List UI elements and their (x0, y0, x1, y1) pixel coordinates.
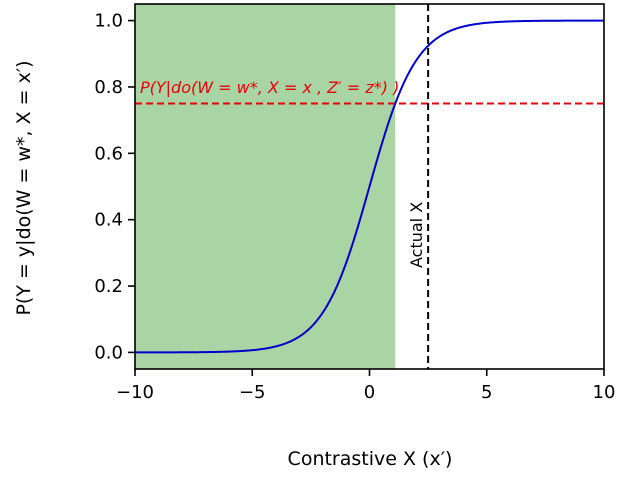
x-tick-label: 10 (593, 382, 616, 403)
shaded-region (135, 4, 396, 369)
vline-annotation: Actual X (407, 202, 426, 268)
y-tick-label: 0.2 (94, 276, 123, 297)
series-line-0 (135, 19, 604, 354)
plot-area (134, 3, 605, 370)
x-axis-label: Contrastive X (x′) (288, 448, 453, 470)
y-tick-label: 0.6 (94, 143, 123, 164)
x-tick-label: −5 (239, 382, 266, 403)
y-tick-label: 1.0 (94, 11, 123, 32)
y-tick-label: 0.8 (94, 77, 123, 98)
y-tick-label: 0.4 (94, 210, 123, 231)
y-axis-label: P(Y = y|do(W = w*, X = x′) (13, 60, 35, 315)
tick-group: −10 −5 0 5 10 0.0 0.2 0.4 0.6 0.8 1.0 (94, 11, 615, 403)
x-tick-label: −10 (116, 382, 154, 403)
hline-annotation: P(Y|do(W = w*, X = x , Z′ = z*) ) (140, 78, 399, 97)
x-tick-label: 0 (364, 382, 375, 403)
y-tick-label: 0.0 (94, 342, 123, 363)
x-tick-label: 5 (481, 382, 492, 403)
